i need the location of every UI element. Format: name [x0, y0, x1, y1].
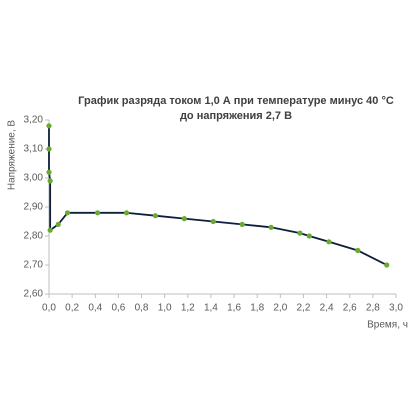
x-tick-label: 0,0 — [42, 303, 56, 314]
point — [297, 230, 303, 236]
y-tick-label: 2,80 — [24, 231, 44, 242]
x-tick-label: 1,2 — [181, 303, 195, 314]
x-tick-label: 0,6 — [111, 303, 125, 314]
line — [48, 125, 388, 266]
point — [94, 210, 101, 216]
point — [47, 227, 53, 233]
point — [46, 169, 52, 175]
point — [326, 239, 332, 245]
x-tick-label: 2,2 — [297, 303, 311, 314]
chart-title: График разряда током 1,0 А при температу… — [78, 95, 394, 107]
x-tick-label: 1,0 — [158, 303, 172, 314]
point — [355, 247, 361, 254]
point — [64, 210, 71, 216]
x-tick-label: 2,8 — [366, 303, 380, 314]
x-tick-label: 0,4 — [88, 303, 102, 314]
chart-title: до напряжения 2,7 В — [180, 110, 292, 122]
y-tick-label: 3,10 — [24, 144, 44, 155]
point — [46, 146, 52, 152]
y-tick-label: 3,20 — [24, 115, 44, 126]
y-axis-label: Напряжение, В — [7, 120, 18, 191]
y-tick-label: 2,90 — [24, 202, 44, 213]
point — [239, 221, 245, 227]
x-tick-label: 0,8 — [135, 303, 149, 314]
x-tick-label: 3,0 — [389, 303, 403, 314]
x-tick-label: 2,0 — [273, 303, 287, 314]
x-tick-label: 1,8 — [250, 303, 264, 314]
x-tick-label: 0,2 — [65, 303, 79, 314]
point — [46, 123, 52, 129]
x-tick-label: 1,6 — [227, 303, 241, 314]
point — [210, 218, 216, 225]
point — [152, 213, 159, 219]
point — [123, 210, 130, 216]
y-tick-label: 2,60 — [24, 289, 44, 300]
point — [181, 216, 187, 222]
x-tick-label: 1,4 — [204, 303, 218, 314]
x-axis-label: Время, ч — [367, 320, 408, 331]
point — [55, 221, 61, 227]
point — [384, 262, 390, 268]
point — [268, 224, 274, 230]
y-tick-label: 2,70 — [24, 260, 44, 271]
x-tick-label: 2,4 — [320, 303, 334, 314]
y-tick-label: 3,00 — [24, 173, 44, 184]
x-tick-label: 2,6 — [343, 303, 357, 314]
point — [306, 233, 312, 239]
point — [47, 178, 53, 184]
